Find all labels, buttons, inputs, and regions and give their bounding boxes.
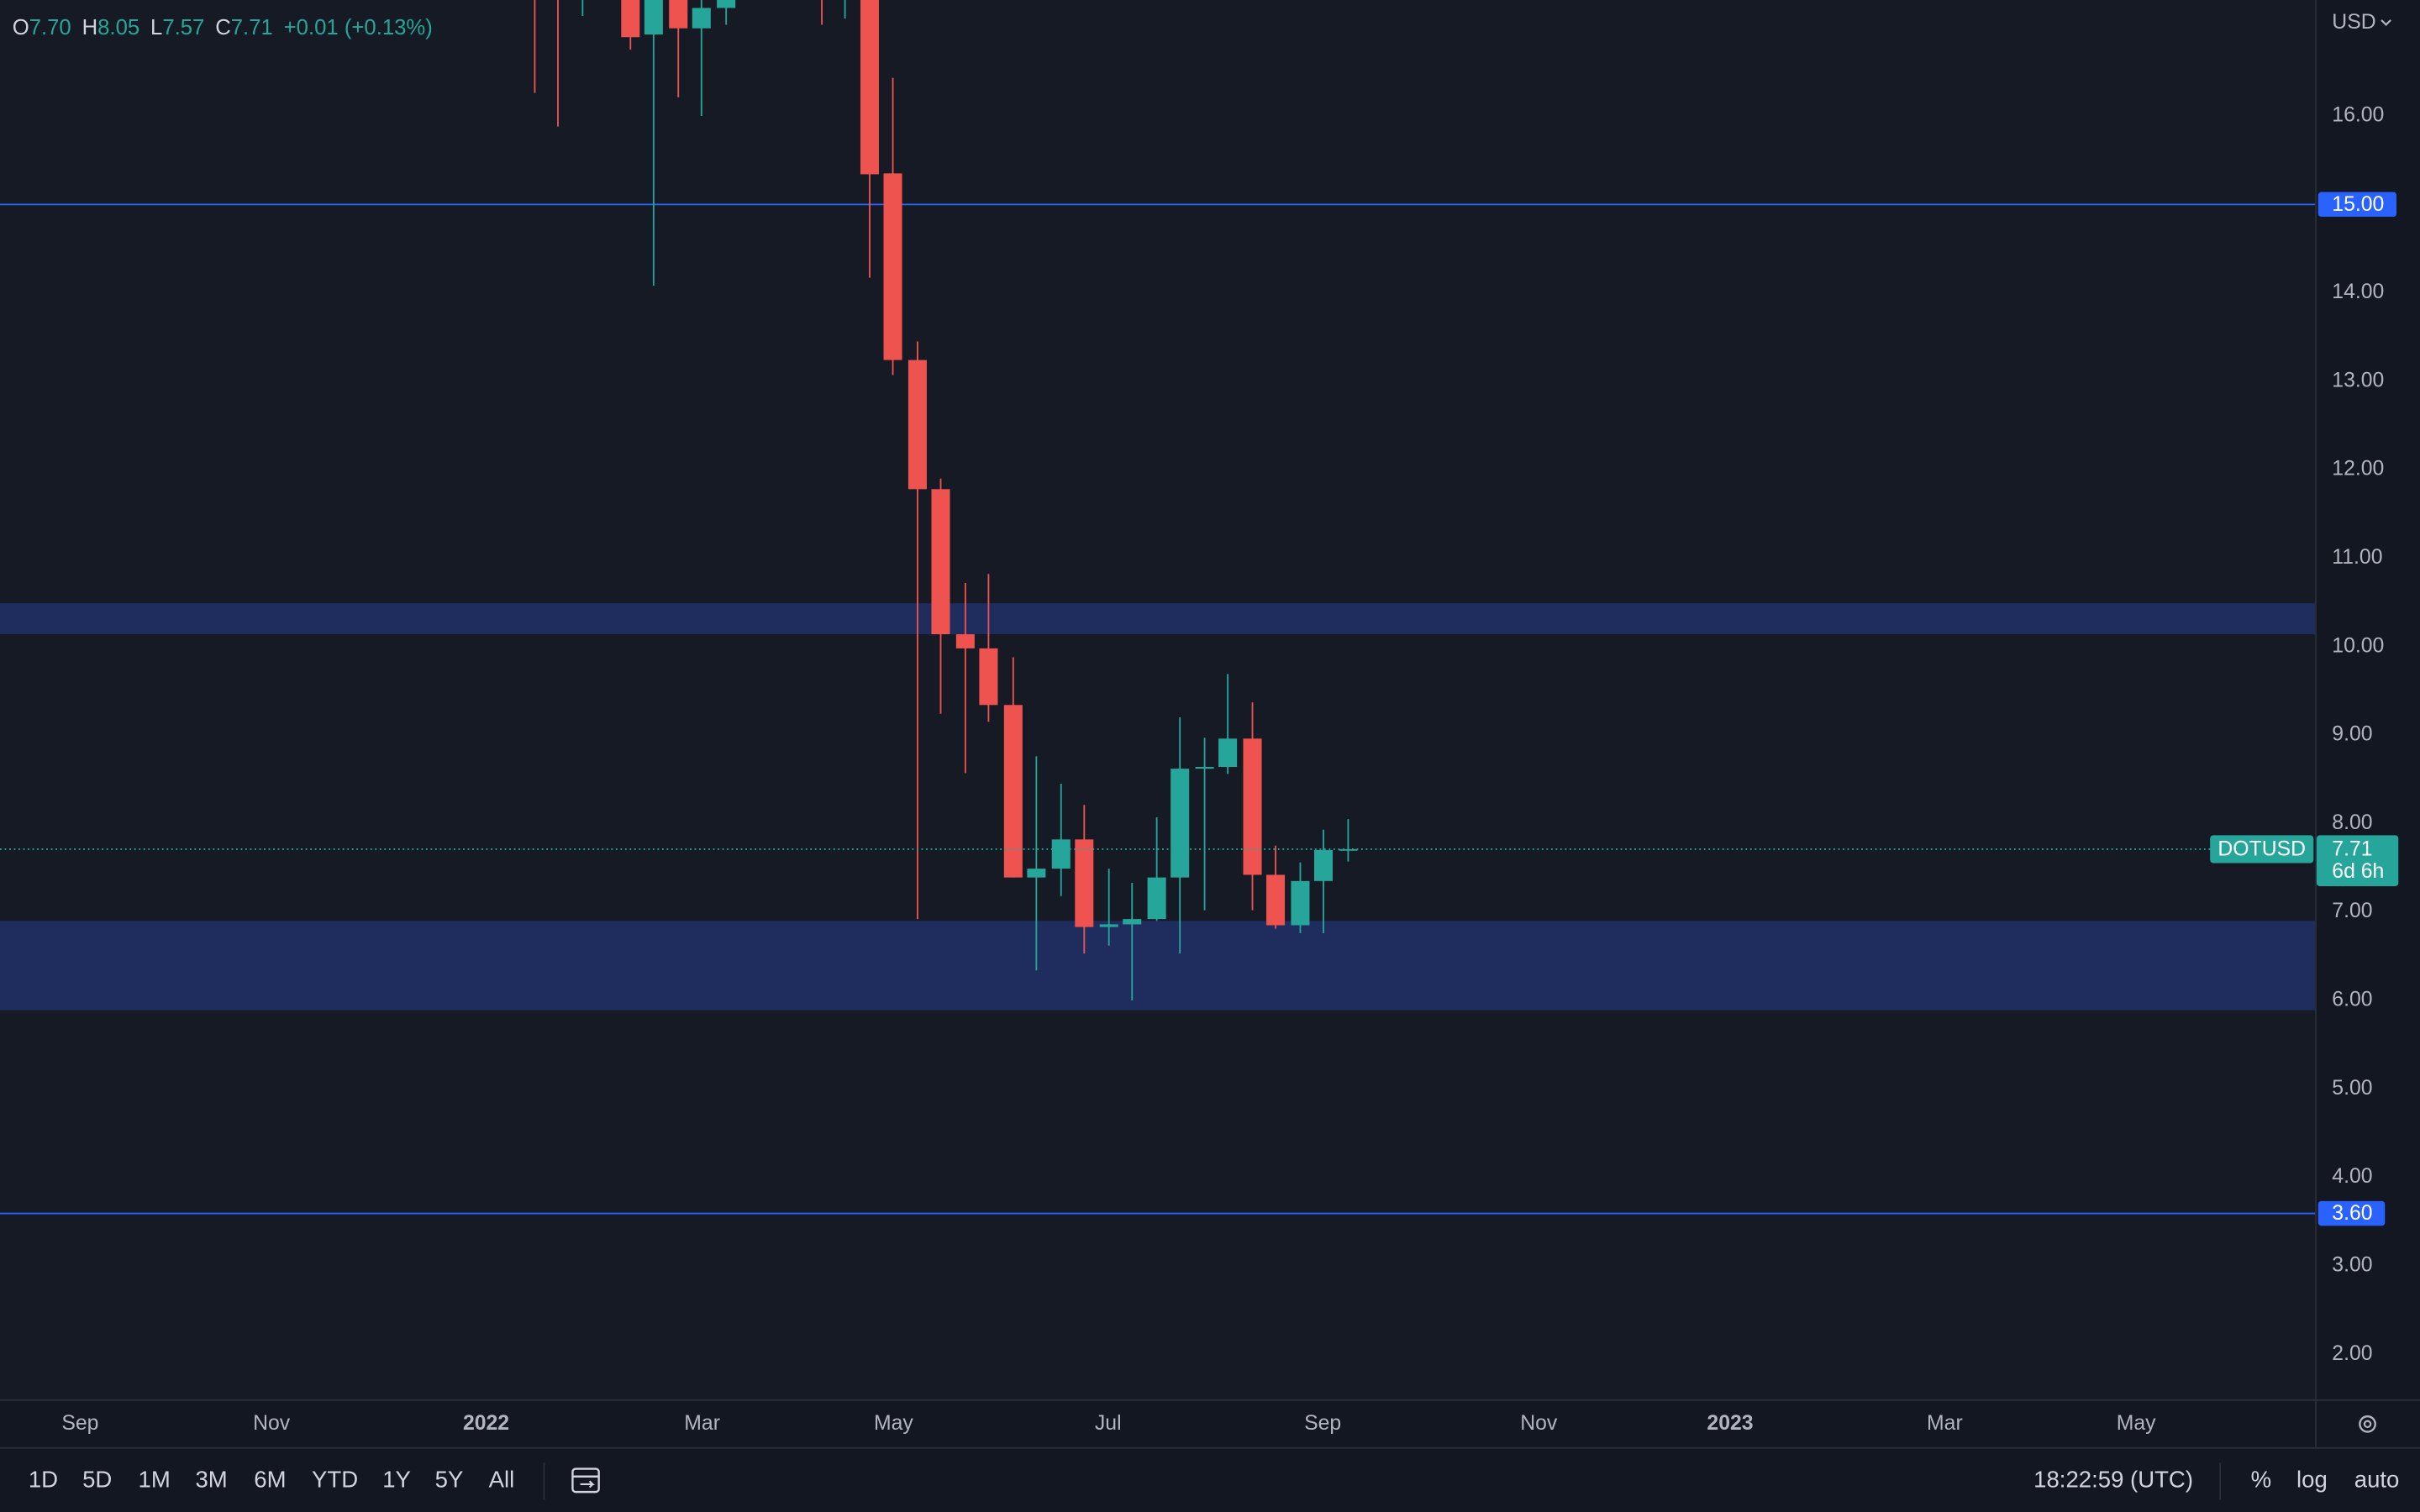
- ohlc-change: +0.01 (+0.13%): [284, 16, 433, 39]
- candle-body: [621, 0, 640, 38]
- x-tick-label: Mar: [684, 1412, 720, 1435]
- last-price-label: 7.71: [2332, 837, 2372, 860]
- x-tick-label: May: [2117, 1412, 2156, 1435]
- candle-body: [883, 173, 902, 360]
- candle-body: [644, 0, 663, 35]
- level-label: 15.00: [2332, 193, 2384, 216]
- symbol-label: DOTUSD: [2217, 837, 2306, 860]
- candle-body: [1218, 738, 1238, 767]
- x-tick-label: Sep: [1304, 1412, 1341, 1435]
- candle-body: [1147, 877, 1166, 920]
- zone: [0, 603, 2316, 635]
- log-toggle[interactable]: log: [2296, 1467, 2328, 1493]
- ohlc-value: 7.71: [231, 16, 273, 39]
- range-button[interactable]: 5Y: [435, 1467, 464, 1493]
- level-label: 3.60: [2332, 1202, 2372, 1225]
- candle-body: [1003, 705, 1023, 878]
- candle-body: [860, 0, 880, 175]
- ohlc-key: C: [215, 16, 231, 39]
- y-tick-label: 2.00: [2332, 1342, 2372, 1365]
- ohlc-key: L: [150, 16, 162, 39]
- clock: 18:22:59 (UTC): [2033, 1467, 2193, 1493]
- x-tick-label: 2023: [1707, 1412, 1753, 1435]
- symbol-tag: [2210, 835, 2314, 864]
- candle-body: [979, 648, 998, 706]
- y-tick-label: 9.00: [2332, 723, 2372, 746]
- last-price-tag: [2316, 835, 2399, 887]
- ohlc-key: H: [82, 16, 98, 39]
- range-button[interactable]: All: [489, 1467, 515, 1493]
- range-button[interactable]: 1Y: [382, 1467, 411, 1493]
- candle-body: [1051, 839, 1071, 869]
- level-tag-bg: [2317, 1200, 2386, 1226]
- x-tick-label: Jul: [1095, 1412, 1122, 1435]
- currency[interactable]: USD: [2332, 11, 2375, 34]
- level-tag-bg: [2317, 192, 2397, 218]
- candle-body: [908, 360, 927, 490]
- candle-body: [669, 0, 688, 29]
- x-tick-label: May: [874, 1412, 913, 1435]
- range-button[interactable]: 1D: [29, 1467, 58, 1493]
- range-button[interactable]: 3M: [195, 1467, 227, 1493]
- ohlc-value: 8.05: [97, 16, 139, 39]
- candle-body: [1075, 839, 1094, 927]
- candle-body: [1313, 849, 1334, 881]
- x-tick-label: Nov: [1520, 1412, 1558, 1435]
- candle-body: [931, 489, 950, 635]
- y-tick-label: 8.00: [2332, 811, 2372, 834]
- settings-icon[interactable]: [2359, 1415, 2376, 1433]
- date-range-icon[interactable]: [571, 1467, 600, 1494]
- y-tick-label: 16.00: [2332, 103, 2384, 126]
- y-tick-label: 5.00: [2332, 1077, 2372, 1100]
- y-tick-label: 6.00: [2332, 989, 2372, 1011]
- ohlc-key: O: [13, 16, 29, 39]
- y-tick-label: 11.00: [2332, 546, 2382, 569]
- candle-body: [1243, 738, 1262, 875]
- ohlc-value: 7.70: [29, 16, 71, 39]
- level-tag: 3.60: [2317, 1200, 2386, 1226]
- candle-body: [955, 634, 975, 648]
- candle-body: [1099, 924, 1118, 927]
- x-tick-label: 2022: [463, 1412, 509, 1435]
- candle-body: [1291, 880, 1310, 926]
- y-tick-label: 13.00: [2332, 369, 2384, 391]
- plot-area: [0, 0, 2315, 1399]
- y-tick-label: 4.00: [2332, 1165, 2372, 1188]
- y-tick-label: 12.00: [2332, 458, 2384, 480]
- range-button[interactable]: 1M: [139, 1467, 171, 1493]
- y-tick-label: 7.00: [2332, 900, 2372, 922]
- x-tick-label: Mar: [1927, 1412, 1963, 1435]
- auto-toggle[interactable]: auto: [2354, 1467, 2400, 1493]
- plot: [0, 0, 2316, 1215]
- currency-chevron[interactable]: [2381, 19, 2391, 26]
- zone: [0, 921, 2316, 1011]
- candle-body: [1027, 869, 1046, 878]
- range-button[interactable]: 6M: [254, 1467, 286, 1493]
- x-tick-label: Nov: [253, 1412, 291, 1435]
- y-tick-label: 3.00: [2332, 1253, 2372, 1276]
- y-tick-label: 14.00: [2332, 281, 2384, 303]
- y-tick-label: 10.00: [2332, 634, 2384, 657]
- ohlc-value: 7.57: [162, 16, 204, 39]
- candle-body: [1266, 874, 1286, 926]
- candle-body: [1123, 919, 1142, 925]
- range-button[interactable]: 5D: [82, 1467, 112, 1493]
- candle-body: [1171, 769, 1190, 878]
- candle-body: [692, 8, 711, 29]
- range-button[interactable]: YTD: [312, 1467, 358, 1493]
- candle-body: [1195, 766, 1214, 769]
- percent-toggle[interactable]: %: [2251, 1467, 2272, 1493]
- level-tag: 15.00: [2317, 192, 2397, 218]
- x-tick-label: Sep: [61, 1412, 98, 1435]
- countdown: 6d 6h: [2332, 860, 2384, 883]
- candle-body: [717, 0, 736, 8]
